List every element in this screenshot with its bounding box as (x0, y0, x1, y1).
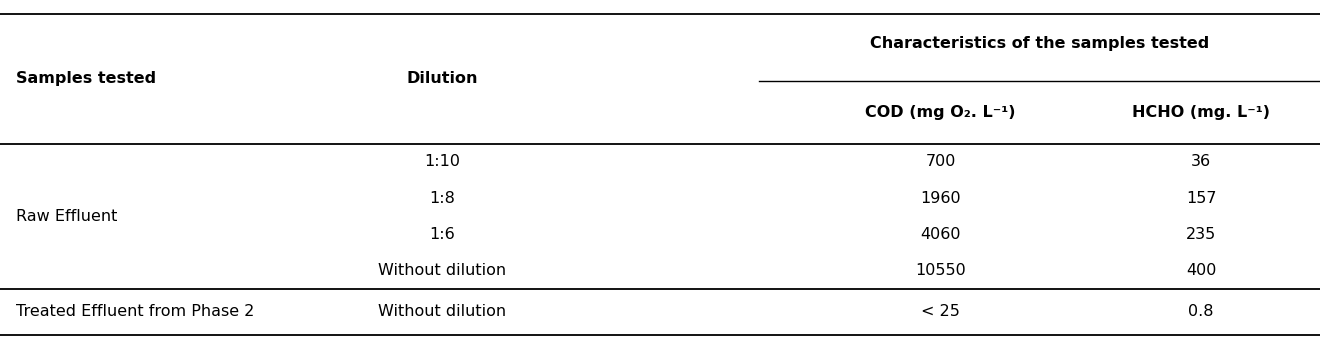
Text: 400: 400 (1185, 263, 1217, 278)
Text: < 25: < 25 (921, 304, 960, 319)
Text: 1:8: 1:8 (429, 191, 455, 206)
Text: Samples tested: Samples tested (16, 71, 156, 86)
Text: 1:10: 1:10 (424, 154, 461, 169)
Text: Without dilution: Without dilution (378, 304, 507, 319)
Text: COD (mg O₂. L⁻¹): COD (mg O₂. L⁻¹) (865, 105, 1016, 120)
Text: Raw Effluent: Raw Effluent (16, 209, 117, 224)
Text: 0.8: 0.8 (1188, 304, 1214, 319)
Text: 1:6: 1:6 (429, 227, 455, 242)
Text: 700: 700 (925, 154, 956, 169)
Text: Characteristics of the samples tested: Characteristics of the samples tested (870, 37, 1209, 51)
Text: 235: 235 (1187, 227, 1216, 242)
Text: 4060: 4060 (920, 227, 961, 242)
Text: 10550: 10550 (915, 263, 966, 278)
Text: Without dilution: Without dilution (378, 263, 507, 278)
Text: Dilution: Dilution (407, 71, 478, 86)
Text: 36: 36 (1191, 154, 1212, 169)
Text: 1960: 1960 (920, 191, 961, 206)
Text: Treated Effluent from Phase 2: Treated Effluent from Phase 2 (16, 304, 255, 319)
Text: HCHO (mg. L⁻¹): HCHO (mg. L⁻¹) (1133, 105, 1270, 120)
Text: 157: 157 (1185, 191, 1217, 206)
